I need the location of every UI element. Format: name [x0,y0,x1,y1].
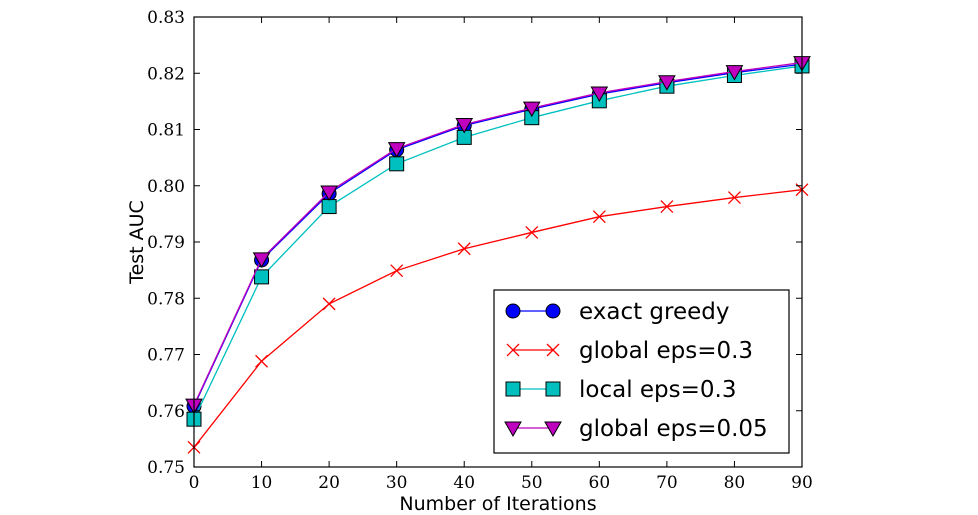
legend-marker [505,303,521,319]
series-line [193,65,803,420]
y-tick-label: 0.82 [147,64,185,84]
axes-ticks: 0 10 20 30 40 50 60 70 80 90 0.75 0.76 0.77 0.78 0.79 0… [147,8,813,493]
y-tick-label: 0.77 [147,346,185,366]
plot-area [185,56,811,454]
legend-marker [544,421,562,438]
x-tick-label: 60 [589,473,611,493]
legend-entry: exact greedy [505,299,730,325]
data-point [592,210,606,224]
legend-marker [545,381,561,397]
y-axis-title: Test AUC [126,200,148,285]
data-point [660,200,674,214]
legend-label: global eps=0.3 [579,338,753,364]
legend-entry: global eps=0.05 [504,416,768,442]
data-point [321,199,337,215]
data-point [254,269,270,285]
y-tick-label: 0.76 [147,402,185,422]
series-line [193,189,803,448]
x-axis-title: Number of Iterations [399,493,596,515]
x-tick-label: 20 [318,473,340,493]
data-point [255,354,269,368]
series-line [193,61,803,406]
data-point [252,252,271,268]
data-point [390,264,404,278]
legend-marker [505,381,521,397]
x-tick-label: 70 [656,473,678,493]
legend-marker [506,343,520,357]
legend-marker [546,343,560,357]
series-line [193,63,803,407]
data-point [525,225,539,239]
y-tick-label: 0.81 [147,121,185,141]
data-point [320,185,338,201]
data-point [590,86,609,102]
data-point [727,191,741,205]
x-tick-label: 30 [386,473,408,493]
legend-label: exact greedy [579,299,730,325]
data-point [457,242,471,256]
y-tick-label: 0.75 [147,458,185,478]
legend-marker [504,421,522,438]
x-tick-label: 50 [521,473,543,493]
legend-entry: global eps=0.3 [506,338,753,364]
y-tick-label: 0.78 [147,289,185,309]
legend: exact greedy global eps=0.3 local eps=0.3 g… [493,289,790,454]
legend-box [493,289,790,454]
legend-entry: local eps=0.3 [505,377,737,403]
x-tick-label: 80 [724,473,746,493]
legend-label: global eps=0.05 [579,416,768,442]
x-tick-label: 10 [251,473,273,493]
y-tick-label: 0.83 [147,8,185,28]
legend-marker [545,303,561,319]
legend-label: local eps=0.3 [579,377,737,403]
data-point [455,117,474,134]
data-point [522,101,541,118]
y-tick-label: 0.79 [147,233,185,253]
data-point [389,156,405,172]
x-tick-label: 40 [453,473,475,493]
data-point [387,142,406,158]
data-point [658,75,676,91]
x-tick-label: 0 [189,473,200,493]
data-point [322,297,336,311]
data-point [725,65,744,81]
y-tick-label: 0.80 [147,177,185,197]
x-tick-label: 90 [791,473,813,493]
